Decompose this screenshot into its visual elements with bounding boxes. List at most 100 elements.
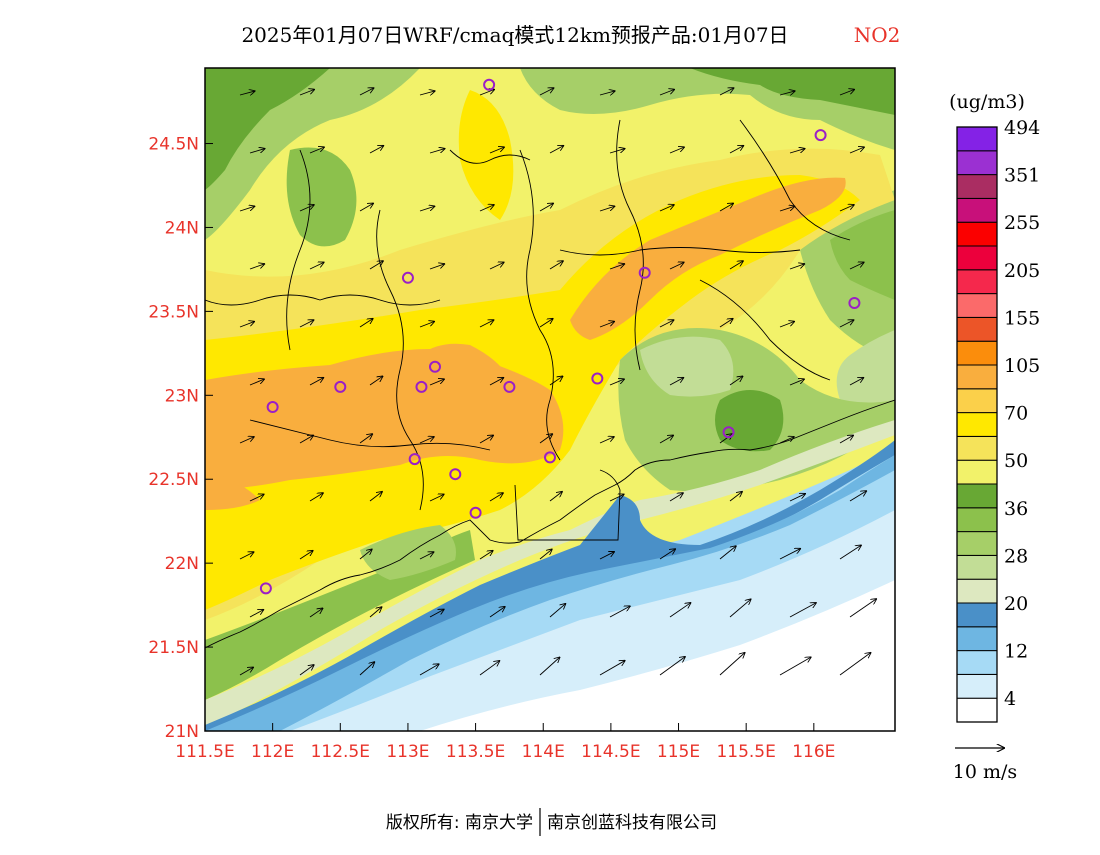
footer-copyright: 版权所有: 南京大学 [386,813,533,833]
wind-arrow [719,203,734,212]
monitoring-site-marker [591,372,604,385]
color-scale-swatch [956,340,998,366]
monitoring-site-marker [483,78,496,91]
wind-arrow [789,603,817,618]
wind-arrow [309,608,323,618]
latitude-axis: 21N 21.5N 22N 22.5N 23N 23.5N 24N 24.5N [148,135,213,742]
wind-arrow [239,667,254,676]
wind-arrow [309,377,324,386]
east-upland-green [836,330,895,420]
color-scale-label: 12 [1004,641,1028,663]
wind-arrow [239,206,255,212]
color-scale-unit: (ug/m3) [949,91,1025,113]
color-scale-label: 4 [1004,688,1016,710]
wind-arrow [359,434,373,444]
wind-arrow [719,318,733,328]
wind-arrow [249,148,265,154]
color-scale-swatch [956,507,998,533]
color-scale-label: 20 [1004,593,1028,615]
wind-arrow [779,548,801,560]
wind-arrow [239,91,255,95]
wind-arrow [779,91,795,95]
wind-arrow [249,264,265,270]
wind-arrow [779,321,795,328]
x-tick-label: 116E [792,742,835,762]
x-tick-label: 114E [522,742,565,762]
wind-arrow [609,494,624,502]
color-scale-swatch [956,316,998,342]
wind-arrow [849,491,867,502]
color-scale-swatch [956,602,998,628]
monitoring-site-marker [449,468,462,481]
y-tick-label: 21.5N [148,638,199,658]
wind-arrow [249,494,264,502]
wind-arrow [489,493,504,502]
monitoring-site-marker [848,296,861,309]
y-tick-label: 23.5N [148,302,199,322]
north-west-dark-green [205,68,330,190]
wind-arrow [479,89,495,96]
wind-arrow [489,377,504,386]
wind-arrow [789,493,806,502]
color-scale-label: 105 [1004,355,1040,377]
x-tick-label: 113.5E [446,742,505,762]
wind-arrow [419,206,435,212]
x-tick-label: 111.5E [175,742,234,762]
wind-arrow [839,652,871,676]
coastal-mid-blue-band [205,455,895,731]
color-scale-swatch [956,673,998,699]
wind-arrow [779,657,811,676]
color-scale-label: 50 [1004,450,1028,472]
y-tick-label: 22.5N [148,470,199,490]
y-tick-label: 22N [165,554,199,574]
wind-arrow [839,435,854,444]
wind-arrow [539,657,560,676]
figure-title: 2025年01月07日WRF/cmaq模式12km预报产品:01月07日 [241,23,788,47]
wind-arrow [489,606,505,618]
wind-vector-field [239,88,877,676]
wind-arrow [539,434,553,444]
wind-arrow [489,147,505,154]
color-scale-swatch [956,269,998,295]
wind-arrow [599,206,615,212]
monitoring-site-marker [266,401,279,414]
y-tick-label: 24N [165,218,199,238]
color-scale-swatch [956,293,998,318]
wind-arrow [369,376,383,386]
wind-arrow [249,379,265,386]
wind-arrow [309,493,324,502]
x-tick-label: 115E [657,742,700,762]
wind-arrow [369,145,384,154]
wind-arrow [669,147,685,154]
monitoring-site-marker [401,271,414,284]
wind-arrow [309,262,324,270]
wind-arrow [359,318,373,328]
wind-reference-label: 10 m/s [953,761,1017,783]
color-scale-legend: 4 12 20 28 36 50 70 105 155 205 255 351 494 [956,117,1040,723]
longitude-axis: 111.5E 112E 112.5E 113E 113.5E 114E 114.5E 115E… [175,723,835,762]
wind-arrow [729,599,751,618]
wind-arrow [299,435,314,444]
wind-arrow [419,552,434,560]
color-scale-swatch [956,412,998,437]
wind-arrow [539,549,552,560]
color-scale-label: 494 [1004,117,1040,139]
wind-arrow [549,376,563,386]
color-scale-swatch [956,150,998,176]
wind-arrow [479,660,500,676]
color-scale-label: 155 [1004,307,1040,329]
wind-arrow [599,551,615,560]
wind-arrow [659,320,674,328]
monitoring-site-marker [415,380,428,393]
wind-arrow [419,91,435,95]
footer-company: 南京创蓝科技有限公司 [547,813,717,833]
wind-arrow [669,493,684,502]
wind-arrow [659,435,674,444]
y-tick-label: 24.5N [148,135,199,155]
wind-arrow [549,261,564,270]
color-scale-label: 255 [1004,212,1040,234]
wind-arrow [539,318,553,328]
wind-arrow [719,546,737,560]
wind-arrow [539,88,554,96]
